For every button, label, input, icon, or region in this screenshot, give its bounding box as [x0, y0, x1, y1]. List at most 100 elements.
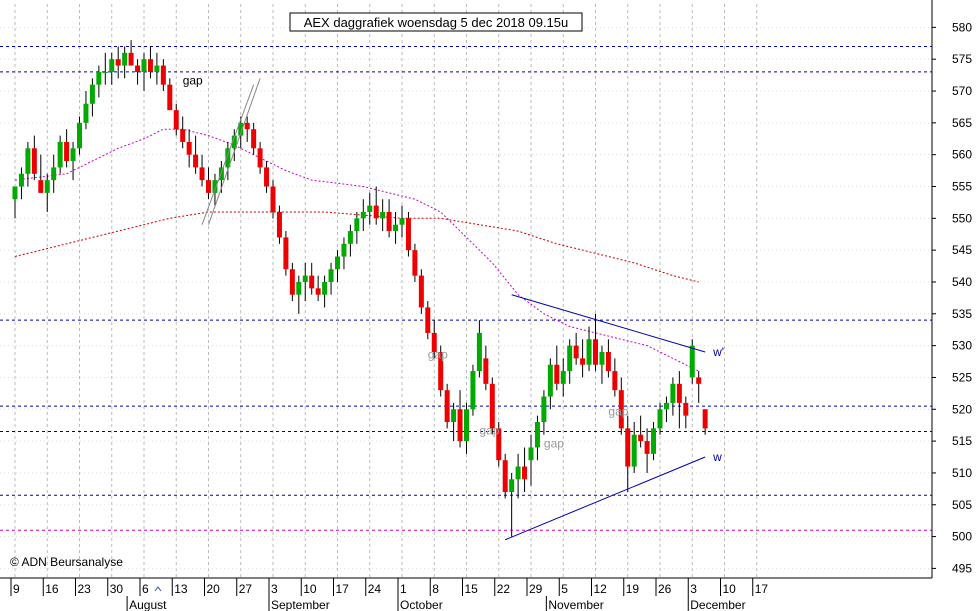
y-tick-label: 515: [952, 434, 972, 448]
x-tick-label: 23: [78, 582, 92, 596]
candle-body: [657, 409, 663, 429]
gap-label: gap: [183, 74, 203, 88]
candle-body: [296, 281, 302, 295]
y-tick-label: 555: [952, 180, 972, 194]
candle-body: [373, 205, 379, 219]
y-tick-label: 575: [952, 52, 972, 66]
candle-body: [483, 358, 489, 384]
candle-body: [128, 52, 134, 66]
x-tick-label: 24: [368, 582, 382, 596]
candle-body: [431, 332, 437, 352]
candle-body: [670, 383, 676, 403]
candle-body: [444, 390, 450, 423]
candle-body: [115, 59, 121, 66]
trendlines: w' w: [201, 78, 724, 541]
candle-body: [89, 84, 95, 104]
month-label: November: [548, 598, 603, 611]
y-tick-label: 530: [952, 339, 972, 353]
candle-body: [638, 434, 644, 442]
candle-body: [96, 71, 102, 85]
candle-body: [225, 148, 231, 168]
candle-body: [57, 141, 63, 168]
y-tick-label: 580: [952, 20, 972, 34]
x-tick-label: 30: [110, 582, 124, 596]
candle-body: [651, 428, 657, 454]
candle-body: [315, 288, 321, 295]
candle-body: [438, 351, 444, 391]
candle-body: [354, 218, 360, 232]
candle-body: [393, 224, 399, 232]
candle-body: [593, 339, 598, 365]
candle-body: [573, 345, 579, 359]
x-tick-label: 6: [142, 582, 149, 596]
candle-body: [135, 65, 141, 72]
candle-body: [264, 167, 270, 187]
candle-body: [580, 358, 586, 365]
y-tick-label: 540: [952, 275, 972, 289]
candle-body: [451, 409, 457, 423]
candle-body: [83, 103, 89, 123]
candle-body: [489, 383, 495, 429]
candle-body: [470, 371, 476, 410]
y-tick-label: 500: [952, 530, 972, 544]
month-label: August: [129, 598, 167, 611]
y-tick-label: 510: [952, 466, 972, 480]
candle-body: [218, 167, 224, 181]
trendline: [505, 456, 706, 541]
month-label: September: [271, 598, 330, 611]
candle-body: [173, 110, 179, 130]
candle-body: [51, 167, 57, 181]
candle-body: [541, 396, 547, 423]
candle-body: [38, 180, 44, 193]
candle-body: [522, 466, 528, 480]
candle-body: [560, 371, 566, 384]
candle-body: [586, 339, 592, 365]
annotations: gap gap gap gap gap: [183, 74, 629, 451]
candle-body: [193, 154, 199, 168]
moving-average-short: [14, 128, 699, 372]
candle-body: [631, 434, 637, 467]
candle-body: [276, 211, 282, 238]
candle-body: [567, 345, 573, 372]
candle-body: [238, 122, 244, 136]
x-tick-label: 13: [174, 582, 188, 596]
candle-body: [206, 180, 211, 193]
y-tick-label: 550: [952, 211, 972, 225]
candle-body: [147, 59, 153, 72]
x-tick-label: 17: [336, 582, 350, 596]
candle-body: [289, 269, 295, 295]
channel-line: [201, 84, 255, 225]
candle-body: [612, 371, 618, 391]
x-tick-label: 26: [658, 582, 672, 596]
candle-body: [663, 402, 669, 410]
candle-body: [160, 65, 166, 85]
candle-body: [509, 479, 515, 493]
candle-body: [180, 129, 186, 142]
candle-body: [457, 409, 463, 442]
x-tick-label: 1: [400, 582, 407, 596]
x-tick-label: 10: [723, 582, 737, 596]
channel-line: [208, 78, 261, 225]
y-tick-label: 495: [952, 561, 972, 575]
candle-body: [109, 59, 115, 72]
x-tick-label: 12: [594, 582, 608, 596]
x-tick-label: 29: [529, 582, 543, 596]
candle-body: [476, 332, 482, 372]
candle-body: [676, 383, 682, 403]
candle-body: [696, 377, 702, 384]
candle-body: [380, 211, 386, 219]
copyright: © ADN Beursanalyse: [10, 555, 123, 569]
candle-body: [605, 351, 611, 372]
candle-body: [341, 243, 347, 257]
x-tick-label: 15: [465, 582, 479, 596]
gap-label: gap: [479, 424, 499, 438]
x-tick-label: 5: [561, 582, 568, 596]
candle-body: [302, 275, 308, 282]
candle-body: [31, 148, 37, 174]
trendline-label: w: [712, 450, 722, 464]
x-tick-label: 3: [271, 582, 278, 596]
x-tick-label: 16: [45, 582, 59, 596]
candle-body: [141, 59, 147, 72]
candle-body: [309, 275, 315, 289]
